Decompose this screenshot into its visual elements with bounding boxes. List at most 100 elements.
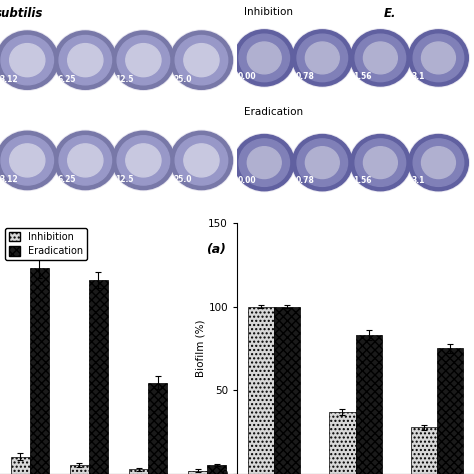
Circle shape	[184, 44, 219, 77]
Circle shape	[171, 131, 232, 190]
Circle shape	[112, 31, 174, 89]
Text: 12.5: 12.5	[115, 74, 134, 83]
Circle shape	[53, 30, 117, 90]
Circle shape	[292, 134, 353, 191]
Circle shape	[234, 135, 294, 191]
Text: subtilis: subtilis	[0, 7, 44, 20]
Circle shape	[297, 139, 347, 186]
Text: 1.56: 1.56	[353, 72, 372, 81]
Circle shape	[292, 29, 353, 87]
Circle shape	[68, 144, 103, 177]
Bar	[89, 280, 108, 474]
Bar	[70, 465, 89, 474]
Circle shape	[305, 42, 339, 74]
Circle shape	[55, 131, 116, 190]
Circle shape	[0, 130, 59, 191]
Circle shape	[421, 42, 456, 74]
Circle shape	[117, 136, 170, 185]
Text: 3.1: 3.1	[411, 176, 425, 185]
Circle shape	[233, 134, 295, 191]
Bar	[329, 412, 356, 474]
Text: 0.78: 0.78	[295, 176, 314, 185]
Circle shape	[117, 36, 170, 85]
Circle shape	[112, 131, 174, 190]
Circle shape	[169, 30, 233, 90]
Text: 6.25: 6.25	[57, 175, 76, 184]
Circle shape	[53, 130, 117, 191]
Circle shape	[239, 139, 290, 186]
Text: E.: E.	[384, 7, 396, 20]
Bar	[30, 268, 49, 474]
Bar	[11, 457, 30, 474]
Circle shape	[413, 34, 464, 82]
Circle shape	[0, 31, 58, 89]
Circle shape	[1, 136, 54, 185]
Text: 1.56: 1.56	[353, 176, 372, 185]
Circle shape	[292, 135, 352, 191]
Text: 3.12: 3.12	[0, 74, 18, 83]
Circle shape	[247, 146, 281, 179]
Circle shape	[421, 146, 456, 179]
Text: 0.00: 0.00	[237, 72, 256, 81]
Y-axis label: Biofilm (%): Biofilm (%)	[195, 319, 205, 377]
Circle shape	[355, 139, 406, 186]
Circle shape	[0, 131, 58, 190]
Circle shape	[171, 31, 232, 89]
Circle shape	[111, 130, 175, 191]
Text: 6.25: 6.25	[57, 74, 76, 83]
Circle shape	[9, 44, 45, 77]
Circle shape	[239, 34, 290, 82]
Circle shape	[409, 30, 468, 86]
Text: 25.0: 25.0	[173, 175, 192, 184]
Legend: Inhibition, Eradication: Inhibition, Eradication	[5, 228, 87, 260]
Circle shape	[0, 30, 59, 90]
Bar	[356, 335, 382, 474]
Circle shape	[349, 29, 411, 87]
Circle shape	[292, 30, 352, 86]
Bar	[207, 465, 226, 474]
Circle shape	[297, 34, 347, 82]
Circle shape	[413, 139, 464, 186]
Circle shape	[409, 135, 468, 191]
Circle shape	[364, 42, 397, 74]
Bar	[411, 427, 437, 474]
Bar	[248, 307, 274, 474]
Bar	[437, 348, 463, 474]
Text: Inhibition: Inhibition	[244, 7, 293, 17]
Circle shape	[355, 34, 406, 82]
Text: 0.00: 0.00	[237, 176, 256, 185]
Text: 25.0: 25.0	[173, 74, 192, 83]
Circle shape	[350, 30, 410, 86]
Circle shape	[68, 44, 103, 77]
Text: (a): (a)	[206, 243, 226, 256]
Circle shape	[9, 144, 45, 177]
Circle shape	[111, 30, 175, 90]
Circle shape	[408, 29, 469, 87]
Circle shape	[59, 136, 111, 185]
Circle shape	[247, 42, 281, 74]
Circle shape	[126, 144, 161, 177]
Circle shape	[55, 31, 116, 89]
Bar	[148, 383, 167, 474]
Circle shape	[364, 146, 397, 179]
Bar	[188, 471, 207, 474]
Circle shape	[305, 146, 339, 179]
Text: Eradication: Eradication	[244, 107, 303, 117]
Circle shape	[408, 134, 469, 191]
Text: 3.12: 3.12	[0, 175, 18, 184]
Text: 3.1: 3.1	[411, 72, 425, 81]
Circle shape	[175, 36, 228, 85]
Circle shape	[169, 130, 233, 191]
Circle shape	[175, 136, 228, 185]
Circle shape	[184, 144, 219, 177]
Circle shape	[234, 30, 294, 86]
Circle shape	[1, 36, 54, 85]
Text: 0.78: 0.78	[295, 72, 314, 81]
Circle shape	[349, 134, 411, 191]
Circle shape	[59, 36, 111, 85]
Circle shape	[233, 29, 295, 87]
Bar	[129, 469, 148, 474]
Circle shape	[350, 135, 410, 191]
Text: 12.5: 12.5	[115, 175, 134, 184]
Circle shape	[126, 44, 161, 77]
